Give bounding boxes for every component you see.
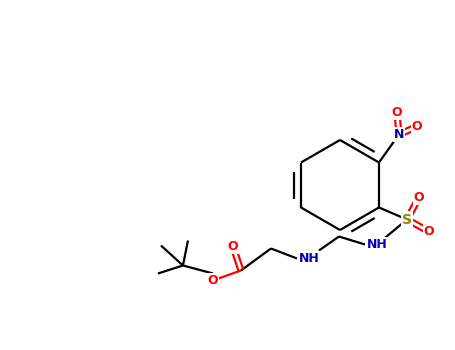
Text: O: O xyxy=(412,120,422,133)
Text: O: O xyxy=(414,191,424,204)
Text: O: O xyxy=(228,240,238,253)
Text: O: O xyxy=(207,274,218,287)
Text: NH: NH xyxy=(367,238,387,251)
Text: S: S xyxy=(402,212,412,226)
Text: NH: NH xyxy=(298,252,319,265)
Text: O: O xyxy=(392,106,402,119)
Text: O: O xyxy=(424,225,434,238)
Text: N: N xyxy=(394,128,404,141)
